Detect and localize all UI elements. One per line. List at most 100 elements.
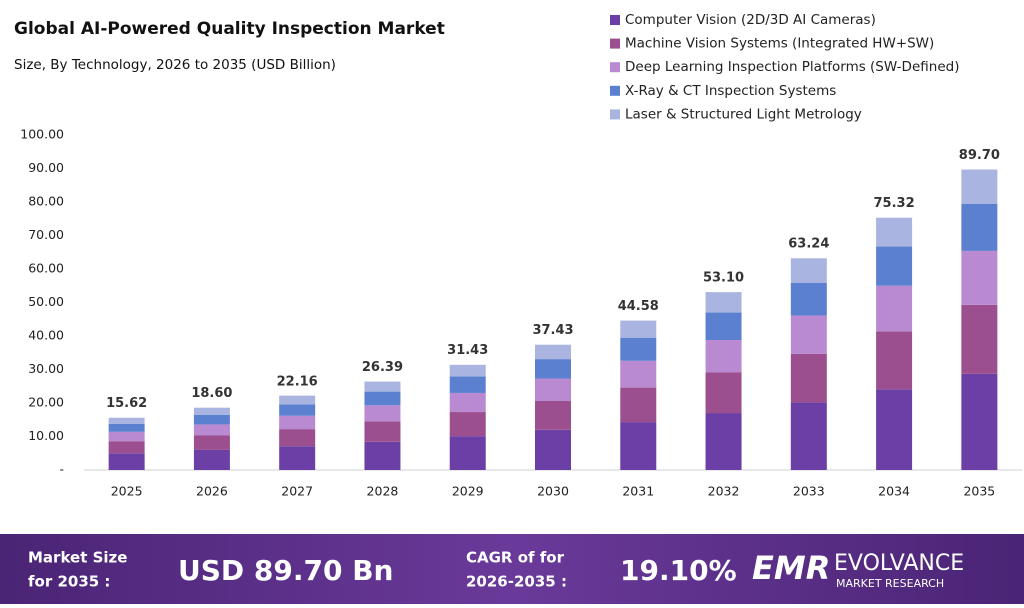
y-tick-label: 60.00 [28, 261, 64, 276]
bar-segment [535, 400, 571, 430]
bar-segment [620, 320, 657, 338]
bar-segment [193, 407, 230, 415]
total-label: 75.32 [874, 196, 915, 211]
x-tick-label: 2025 [111, 484, 143, 499]
chart-title: Global AI-Powered Quality Inspection Mar… [14, 19, 445, 39]
total-label: 44.58 [618, 299, 659, 314]
bar-segment [364, 405, 401, 422]
bar-segment [790, 282, 827, 316]
bar-segment [535, 378, 571, 401]
y-tick-label: 30.00 [28, 361, 64, 376]
bar-segment [193, 414, 230, 425]
bar-segment [193, 424, 230, 436]
chart-subtitle: Size, By Technology, 2026 to 2035 (USD B… [14, 57, 336, 73]
bar-segment [705, 312, 742, 341]
legend: Computer Vision (2D/3D AI Cameras) Machin… [610, 12, 959, 122]
y-tick-label: 50.00 [28, 294, 64, 309]
x-tick-label: 2030 [537, 484, 569, 499]
legend-swatch [610, 38, 620, 49]
bar-segment [961, 204, 998, 251]
footer-label: for 2035 : [28, 573, 110, 591]
bar-segment [705, 340, 742, 373]
bar-segment [535, 344, 571, 360]
bar-segment [108, 423, 145, 432]
legend-label: Computer Vision (2D/3D AI Cameras) [625, 12, 876, 28]
legend-label: Deep Learning Inspection Platforms (SW-D… [625, 59, 959, 75]
bar-segment [449, 376, 486, 393]
bar-segment [108, 431, 145, 442]
bar-segment [705, 292, 742, 313]
bar-segment [790, 402, 827, 470]
x-tick-label: 2028 [367, 484, 399, 499]
bar-segment [364, 421, 401, 442]
bar-segment [876, 285, 913, 332]
bar-segment [705, 413, 742, 470]
bar-segment [620, 337, 657, 361]
total-label: 53.10 [703, 271, 744, 286]
legend-swatch [610, 85, 620, 96]
logo-tagline: MARKET RESEARCH [836, 577, 944, 590]
total-label: 37.43 [532, 323, 573, 338]
total-label: 31.43 [447, 343, 488, 358]
bar-segment [876, 331, 913, 390]
bar-segment [705, 372, 742, 414]
footer-label: 2026-2035 : [466, 573, 567, 591]
footer-value: 19.10% [620, 554, 737, 587]
bar-segment [535, 359, 571, 379]
logo-name: EVOLVANCE [834, 551, 964, 576]
x-tick-label: 2035 [963, 484, 995, 499]
legend-swatch [610, 15, 620, 25]
bar-segment [108, 417, 145, 424]
x-tick-label: 2031 [622, 484, 654, 499]
bar-segment [961, 250, 998, 305]
y-tick-label: 40.00 [28, 328, 64, 343]
x-tick-label: 2026 [196, 484, 228, 499]
footer-label: CAGR of for [466, 549, 565, 567]
footer-label: Market Size [28, 549, 127, 567]
legend-label: X-Ray & CT Inspection Systems [625, 83, 836, 99]
bar-segment [961, 169, 998, 205]
bar-segment [620, 360, 657, 388]
bar-segment [961, 373, 998, 470]
bar-segment [193, 449, 230, 470]
x-tick-label: 2034 [878, 484, 910, 499]
bar-segment [449, 364, 486, 377]
bar-segment [364, 441, 401, 470]
bar-segment [279, 446, 316, 470]
bar-segment [449, 392, 486, 413]
bar-segment [535, 429, 571, 470]
bar-segment [790, 315, 827, 354]
bar-segment [193, 435, 230, 450]
y-tick-label: 90.00 [28, 160, 64, 175]
bar-segment [620, 387, 657, 423]
bar-segment [364, 391, 401, 406]
background [0, 0, 1024, 534]
bar-segment [449, 412, 486, 437]
bar-segment [364, 381, 401, 392]
bar-segment [876, 389, 913, 470]
x-tick-label: 2032 [708, 484, 740, 499]
bar-segment [108, 453, 145, 470]
y-tick-label: - [59, 462, 64, 477]
bar-segment [961, 304, 998, 374]
bar-segment [279, 415, 316, 430]
bar-segment [790, 258, 827, 283]
legend-swatch [610, 62, 620, 73]
bar-segment [620, 422, 657, 470]
total-label: 22.16 [277, 374, 318, 389]
plot: - 10.00 20.00 30.00 40.00 50.00 60.00 70.00 80.0… [20, 127, 1022, 499]
total-label: 18.60 [191, 386, 232, 401]
bar-segment [279, 404, 316, 416]
bar-segment [876, 246, 913, 286]
x-tick-label: 2027 [281, 484, 313, 499]
y-tick-label: 20.00 [28, 395, 64, 410]
legend-swatch [610, 109, 620, 120]
total-label: 63.24 [788, 237, 829, 252]
y-tick-label: 80.00 [28, 194, 64, 209]
bar-segment [876, 217, 913, 247]
bar-segment [279, 395, 316, 405]
total-label: 26.39 [362, 360, 403, 375]
footer-value: USD 89.70 Bn [178, 554, 393, 587]
